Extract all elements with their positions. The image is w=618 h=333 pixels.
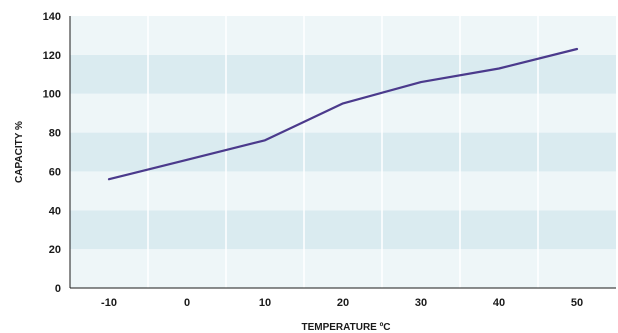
y-tick-label: 80 <box>49 128 61 140</box>
x-tick-label: 40 <box>493 297 505 309</box>
x-tick-label: 0 <box>184 297 190 309</box>
axes <box>69 16 616 289</box>
y-tick-label: 120 <box>43 50 61 62</box>
grid-lines <box>147 16 539 288</box>
series-line <box>107 47 579 181</box>
band <box>70 171 616 211</box>
background-bands <box>70 16 616 288</box>
x-tick-label: 20 <box>337 297 349 309</box>
y-tick-label: 140 <box>43 11 61 23</box>
x-tick-label: 50 <box>571 297 583 309</box>
x-tick-label: 30 <box>415 297 427 309</box>
x-tick-label: 10 <box>259 297 271 309</box>
y-tick-label: 100 <box>43 89 61 101</box>
band <box>70 16 616 55</box>
band <box>70 93 616 133</box>
y-tick-labels: 0 20 40 60 80 100 120 140 <box>43 11 61 295</box>
band <box>70 210 616 250</box>
y-tick-label: 60 <box>49 166 61 178</box>
x-tick-labels: -10 0 10 20 30 40 50 <box>101 297 583 309</box>
band <box>70 132 616 172</box>
y-tick-label: 0 <box>55 283 61 295</box>
y-tick-label: 40 <box>49 205 61 217</box>
series-layer <box>107 47 579 181</box>
x-axis-title: TEMPERATURE ºC <box>301 322 390 333</box>
y-tick-label: 20 <box>49 244 61 256</box>
y-axis-title: CAPACITY % <box>14 121 25 183</box>
band <box>70 249 616 288</box>
x-tick-label: -10 <box>101 297 117 309</box>
